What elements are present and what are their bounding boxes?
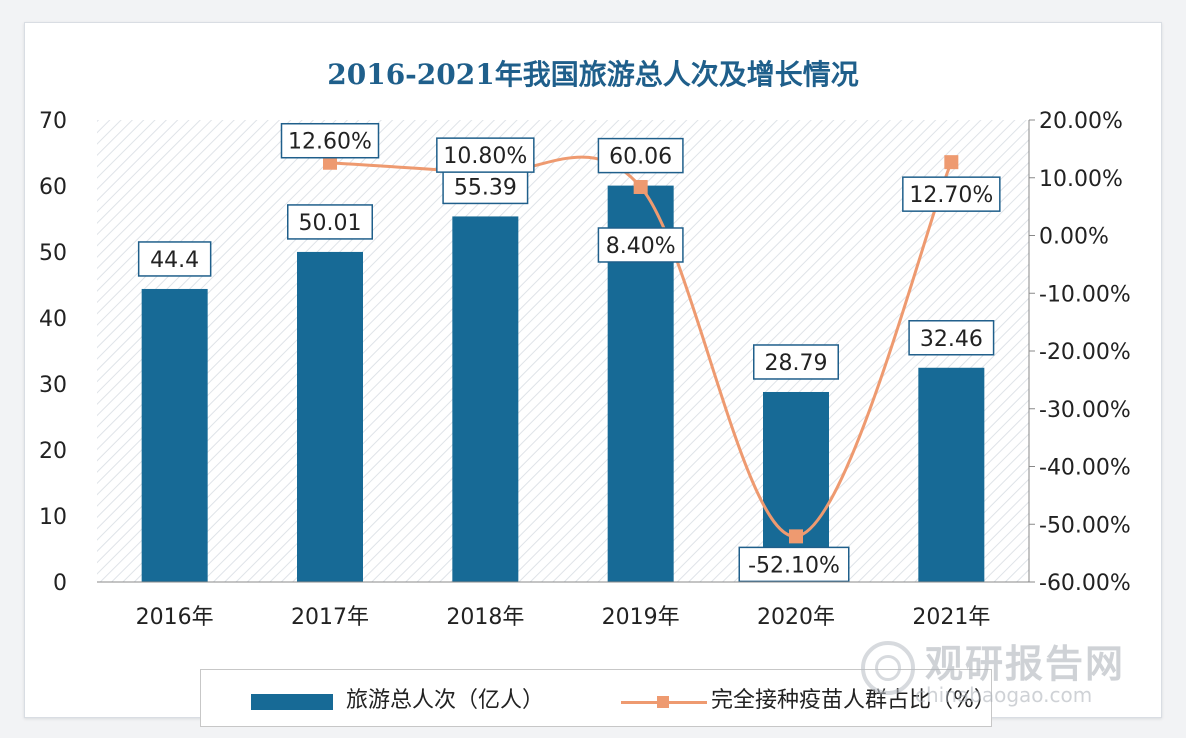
chart-title: 2016-2021年我国旅游总人次及增长情况 — [327, 58, 859, 91]
right-tick-label: -20.00% — [1039, 340, 1131, 365]
svg-text:60.06: 60.06 — [609, 145, 672, 170]
bar-value-label: 44.4 — [137, 241, 212, 277]
x-tick-label: 2019年 — [602, 605, 680, 630]
line-point — [323, 155, 337, 170]
right-tick-label: -40.00% — [1039, 456, 1131, 481]
line-value-label: 12.70% — [902, 176, 1001, 212]
left-tick-label: 20 — [39, 439, 67, 464]
x-tick-label: 2018年 — [446, 605, 524, 630]
line-value-label: 12.60% — [280, 122, 380, 159]
right-tick-label: -50.00% — [1039, 513, 1131, 538]
left-tick-label: 30 — [39, 373, 67, 398]
left-tick-label: 0 — [53, 571, 67, 596]
left-tick-label: 70 — [39, 109, 67, 134]
legend-bar-swatch — [251, 694, 333, 710]
right-tick-label: -10.00% — [1039, 282, 1131, 307]
x-tick-label: 2020年 — [757, 605, 835, 630]
line-value-label: 10.80% — [436, 137, 535, 173]
svg-text:28.79: 28.79 — [765, 351, 828, 376]
bar — [141, 288, 208, 582]
left-tick-label: 10 — [39, 505, 67, 530]
svg-text:55.39: 55.39 — [454, 175, 517, 200]
svg-text:-52.10%: -52.10% — [748, 553, 840, 578]
line-point — [633, 179, 648, 194]
right-tick-label: 20.00% — [1039, 109, 1123, 134]
left-tick-label: 50 — [39, 241, 67, 266]
svg-text:12.60%: 12.60% — [288, 130, 372, 155]
svg-text:12.70%: 12.70% — [909, 183, 993, 208]
chart-card: 2016-2021年我国旅游总人次及增长情况 44.4 50.01 55.39 60.… — [24, 22, 1162, 727]
right-tick-label: -60.00% — [1039, 571, 1131, 596]
combo-chart: 44.4 50.01 55.39 60.06 28.79 32.46 12.60% 10.80… — [39, 109, 1131, 630]
legend: 旅游总人次（亿人） 完全接种疫苗人群占比（%） — [200, 669, 996, 727]
line-point — [944, 155, 959, 170]
bar — [297, 251, 363, 582]
right-tick-label: 0.00% — [1039, 225, 1109, 250]
bar-value-label: 60.06 — [597, 137, 684, 174]
bar-value-label: 28.79 — [753, 344, 839, 380]
bar-value-label: 32.46 — [908, 320, 995, 356]
bar — [918, 367, 985, 582]
svg-text:8.40%: 8.40% — [606, 234, 676, 259]
right-tick-label: 10.00% — [1039, 167, 1123, 192]
legend-line-label: 完全接种疫苗人群占比（%） — [711, 688, 996, 713]
x-tick-label: 2017年 — [291, 605, 369, 630]
legend-line-marker — [657, 696, 669, 708]
bar-value-label: 55.39 — [442, 168, 529, 205]
right-tick-label: -30.00% — [1039, 398, 1131, 423]
svg-text:10.80%: 10.80% — [443, 144, 527, 169]
svg-text:44.4: 44.4 — [150, 248, 199, 273]
line-point — [789, 529, 803, 544]
line-value-label: 8.40% — [597, 227, 684, 263]
bar — [452, 216, 519, 582]
line-value-label: -52.10% — [738, 546, 850, 583]
legend-bar-label: 旅游总人次（亿人） — [346, 688, 545, 713]
left-tick-label: 40 — [39, 307, 67, 332]
x-tick-label: 2016年 — [136, 605, 214, 630]
left-tick-label: 60 — [39, 175, 67, 200]
x-tick-label: 2021年 — [912, 605, 990, 630]
plot-area — [97, 120, 1029, 582]
svg-text:32.46: 32.46 — [920, 327, 983, 352]
bar-value-label: 50.01 — [287, 204, 373, 240]
svg-text:50.01: 50.01 — [299, 211, 362, 236]
